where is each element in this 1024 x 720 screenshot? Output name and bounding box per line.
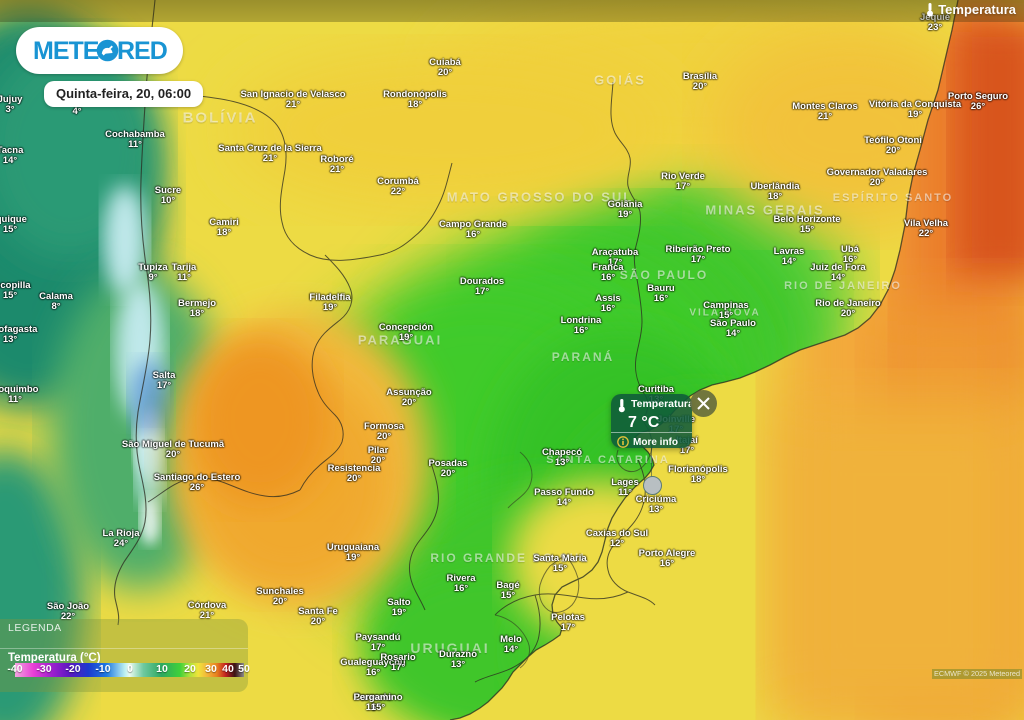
svg-text:RED: RED [117,37,167,65]
svg-text:METE: METE [33,37,99,65]
